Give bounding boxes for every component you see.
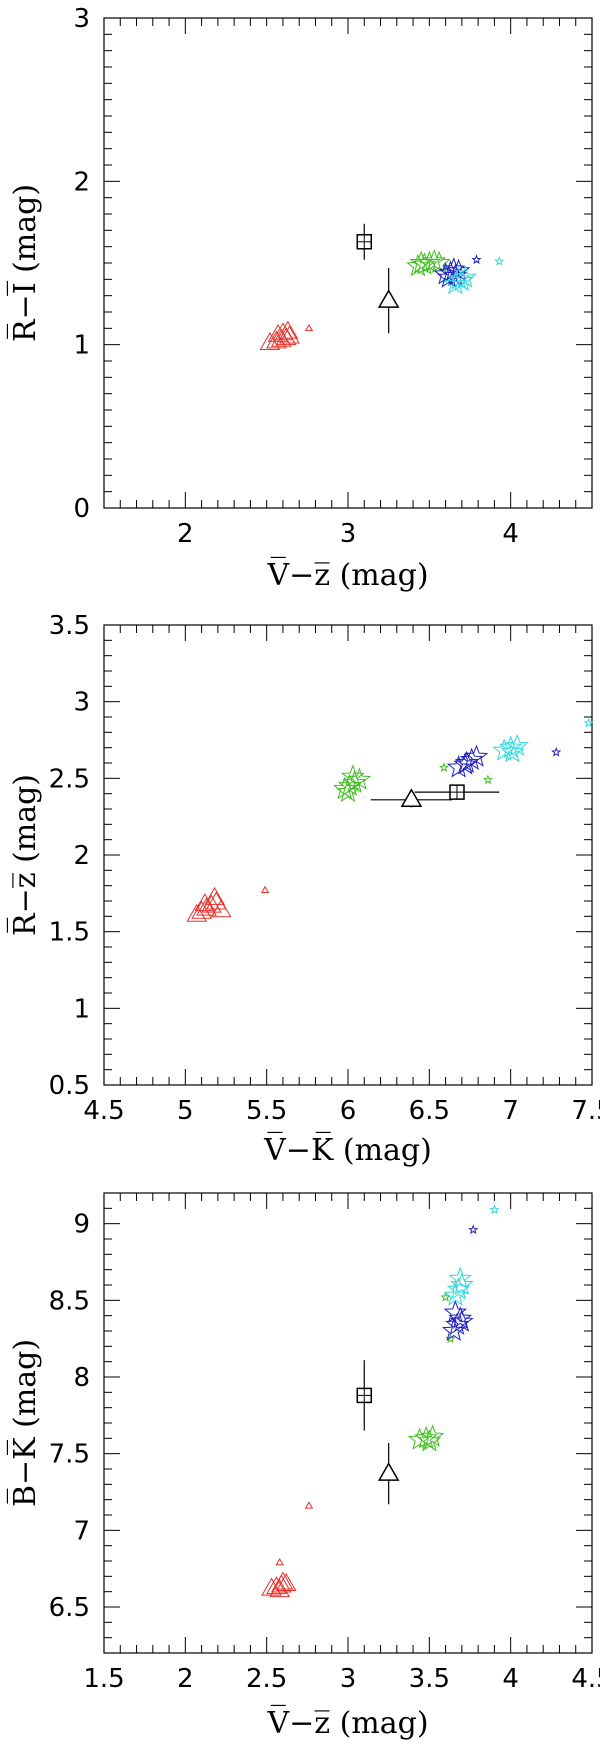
data-point-triangle [267,323,289,342]
x-axis-label: V̅−K̅ (mag) [263,1132,432,1168]
data-point-star [494,255,505,266]
plot-frame [103,1192,593,1654]
plot-frame [103,624,593,1086]
y-tick-label: 8.5 [49,1286,90,1316]
data-point-open-triangle [400,788,423,808]
data-point-star [454,750,479,774]
y-tick-label: 8 [73,1363,90,1393]
x-tick-label: 5 [177,1096,194,1126]
data-point-triangle [269,1579,291,1598]
y-tick-label: 1 [73,994,90,1024]
data-point-triangle [200,894,222,913]
data-point-triangle [279,325,300,344]
x-tick-label: 6.5 [409,1096,450,1126]
y-tick-label: 7.5 [49,1440,90,1470]
data-point-star [453,265,477,288]
y-tick-label: 2 [73,167,90,197]
chart-panel-2: 4.5 5 5.5 6 6.5 7 7.5 0.5 1 1.5 2 2.5 3 3.5 V̅−K̅ (mag… [7,611,600,1168]
plot-frame [103,17,593,509]
x-tick-label: 4.5 [571,1664,600,1694]
y-axis-label: R̅−z̅ (mag) [7,774,43,936]
data-point-triangle [272,1571,294,1590]
data-point-star [336,779,360,803]
data-point-star [443,1300,468,1323]
y-tick-label: 2.5 [49,764,90,794]
data-point-star [417,250,442,274]
data-point-star [482,774,494,785]
data-point-star [341,764,365,787]
x-tick-label: 5.5 [246,1096,287,1126]
y-tick-label: 2 [73,841,90,871]
data-point-star [446,266,471,290]
y-tick-label: 1.5 [49,918,90,948]
data-point-open-triangle [377,1462,400,1481]
data-point-star [417,1428,442,1452]
data-point-star [448,1266,473,1289]
x-tick-label: 3.5 [409,1664,450,1694]
data-point-triangle [194,893,216,912]
y-tick-label: 3.5 [49,611,90,641]
data-point-triangle [210,899,232,918]
chart-panel-3: 1.5 2 2.5 3 3.5 4 4.5 6.5 7 7.5 8 8.5 9 V̅−z̅ (mag) B̅… [7,1192,600,1741]
data-point-star [505,733,529,757]
data-point-star [420,1424,445,1447]
x-tick-label: 3 [340,1664,357,1694]
data-point-triangle [266,1576,287,1595]
data-point-triangle [186,903,208,922]
y-tick-label: 7 [73,1516,90,1546]
data-point-star [409,250,434,274]
data-point-triangle [304,323,314,332]
chart-panel-1: 2 3 4 0 1 2 3 V̅−z̅ (mag) R̅−I̅ (mag) [7,4,593,593]
x-tick-label: 2 [177,1664,194,1694]
data-point-triangle [205,891,227,910]
data-point-star [450,1309,474,1332]
x-tick-label: 1.5 [83,1664,124,1694]
data-point-star [471,254,482,265]
data-point-star [489,1204,500,1215]
x-tick-label: 4 [502,1664,519,1694]
x-tick-label: 4 [502,519,519,549]
data-point-star [446,258,471,282]
data-point-triangle [191,900,212,919]
data-point-triangle [196,897,217,916]
data-point-triangle [277,320,299,339]
x-tick-label: 7.5 [571,1096,600,1126]
y-tick-label: 6.5 [49,1593,90,1623]
data-point-star [440,1291,451,1302]
data-point-star [448,1306,473,1329]
data-point-triangle [275,1558,284,1566]
data-point-star [406,253,430,277]
data-point-triangle [272,322,294,341]
y-tick-label: 3 [73,688,90,718]
data-point-open-triangle [377,289,400,308]
x-tick-label: 2 [177,519,194,549]
y-tick-label: 1 [73,331,90,361]
data-point-star [468,1224,479,1235]
data-point-star [450,1272,474,1296]
data-point-triangle [260,885,270,894]
x-axis-label: V̅−z̅ (mag) [266,1705,428,1741]
y-tick-label: 0.5 [49,1071,90,1101]
x-tick-label: 2.5 [246,1664,287,1694]
y-tick-label: 0 [73,494,90,524]
x-tick-label: 4.5 [83,1096,124,1126]
data-point-star [498,735,523,758]
y-tick-label: 3 [73,4,90,34]
data-point-star [414,1425,438,1449]
data-point-star [500,739,525,763]
x-tick-label: 3 [340,519,357,549]
x-tick-label: 6 [340,1096,357,1126]
y-tick-label: 9 [73,1210,90,1240]
y-axis-label: B̅−K̅ (mag) [7,1339,43,1507]
data-point-triangle [304,1501,314,1509]
y-axis-label: R̅−I̅ (mag) [7,184,43,342]
data-point-star [551,746,562,757]
data-point-star [464,744,489,767]
x-tick-label: 7 [502,1096,519,1126]
data-point-triangle [204,886,225,905]
x-axis-label: V̅−z̅ (mag) [266,557,428,593]
data-point-star [438,762,450,772]
data-point-star [583,717,594,728]
